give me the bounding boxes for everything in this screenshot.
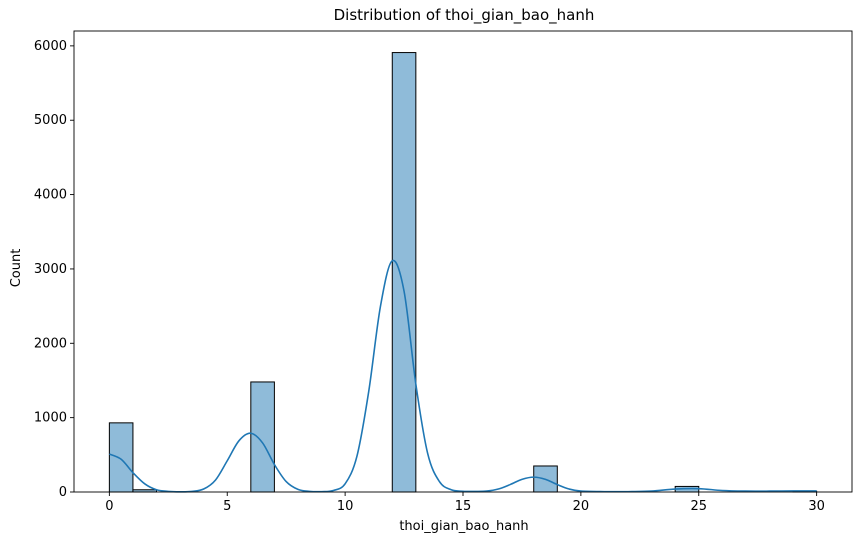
histogram-bar-0: [108, 422, 134, 493]
y-axis-label: Count: [9, 249, 24, 288]
x-tick-label: 15: [455, 499, 472, 514]
x-tick-label: 10: [337, 499, 354, 514]
axes-layer: 0 5 10 15 20 25 30 0 1000 2000 3000 4000 5000 6000: [34, 30, 853, 514]
y-tick-label: 4000: [34, 188, 67, 203]
y-tick-label: 5000: [34, 113, 67, 128]
y-tick-label: 6000: [34, 39, 67, 54]
histogram-bar-2: [250, 381, 275, 493]
x-tick-label: 30: [808, 499, 825, 514]
x-axis-label: thoi_gian_bao_hanh: [399, 519, 528, 534]
y-tick-label: 2000: [34, 336, 67, 351]
x-tick-label: 0: [105, 499, 113, 514]
y-tick-label: 0: [59, 485, 67, 500]
y-tick-label: 1000: [34, 411, 67, 426]
x-tick-label: 25: [690, 499, 707, 514]
histogram-bar-3: [391, 52, 417, 493]
x-tick-label: 5: [223, 499, 231, 514]
x-tick-label: 20: [573, 499, 590, 514]
y-tick-label: 3000: [34, 262, 67, 277]
chart-title: Distribution of thoi_gian_bao_hanh: [334, 6, 595, 25]
